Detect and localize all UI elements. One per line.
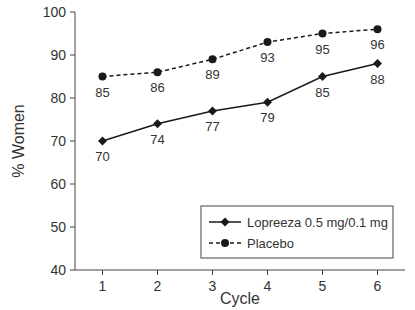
x-tick-label: 1 [99,278,107,294]
x-axis-title: Cycle [220,290,260,307]
data-point [98,137,107,146]
chart-svg: 405060708090100123456Cycle% Women7074777… [0,0,415,310]
data-label: 85 [315,85,329,100]
data-point [319,30,327,38]
data-point [318,72,327,81]
y-tick-label: 40 [50,262,66,278]
x-tick-label: 5 [319,278,327,294]
data-label: 89 [205,67,219,82]
data-label: 74 [150,132,164,147]
y-tick [70,12,75,13]
data-point [373,59,382,68]
y-tick [70,55,75,56]
y-tick-label: 80 [50,90,66,106]
x-tick-label: 6 [374,278,382,294]
data-label: 79 [260,110,274,125]
data-label: 96 [370,37,384,52]
data-labels: 70 74 77 79 85 88 85 86 89 93 95 96 [95,37,384,164]
x-tick [102,270,103,275]
legend-label: Placebo [247,236,294,251]
x-tick [157,270,158,275]
legend-marker [221,239,229,247]
y-tick [70,141,75,142]
x-tick-label: 2 [154,278,162,294]
y-axis-title: % Women [10,104,27,178]
x-tick [377,270,378,275]
data-label: 93 [260,50,274,65]
data-point [263,98,272,107]
data-label: 86 [150,80,164,95]
legend-marker [221,218,230,227]
x-tick-label: 4 [264,278,272,294]
y-tick [70,98,75,99]
y-tick-label: 90 [50,47,66,63]
series-line [103,29,378,76]
y-tick [70,270,75,271]
data-point [209,55,217,63]
data-point [264,38,272,46]
plot-area [98,25,382,145]
x-tick [212,270,213,275]
x-axis-line [75,270,405,271]
legend-box [201,206,393,258]
x-tick [267,270,268,275]
y-tick [70,227,75,228]
chart-container: 405060708090100123456Cycle% Women7074777… [0,0,415,310]
y-tick-label: 70 [50,133,66,149]
data-label: 95 [315,42,329,57]
data-label: 88 [370,72,384,87]
data-point [374,25,382,33]
y-tick [70,184,75,185]
series-line [103,64,378,141]
data-point [99,73,107,81]
x-tick-label: 3 [209,278,217,294]
data-point [208,106,217,115]
data-point [154,68,162,76]
legend-label: Lopreeza 0.5 mg/0.1 mg [247,215,388,230]
legend: Lopreeza 0.5 mg/0.1 mg Placebo [201,206,393,258]
data-label: 70 [95,149,109,164]
y-tick-label: 100 [43,4,67,20]
data-label: 85 [95,85,109,100]
y-tick-label: 50 [50,219,66,235]
y-tick-label: 60 [50,176,66,192]
x-tick [322,270,323,275]
data-label: 77 [205,119,219,134]
data-point [153,119,162,128]
